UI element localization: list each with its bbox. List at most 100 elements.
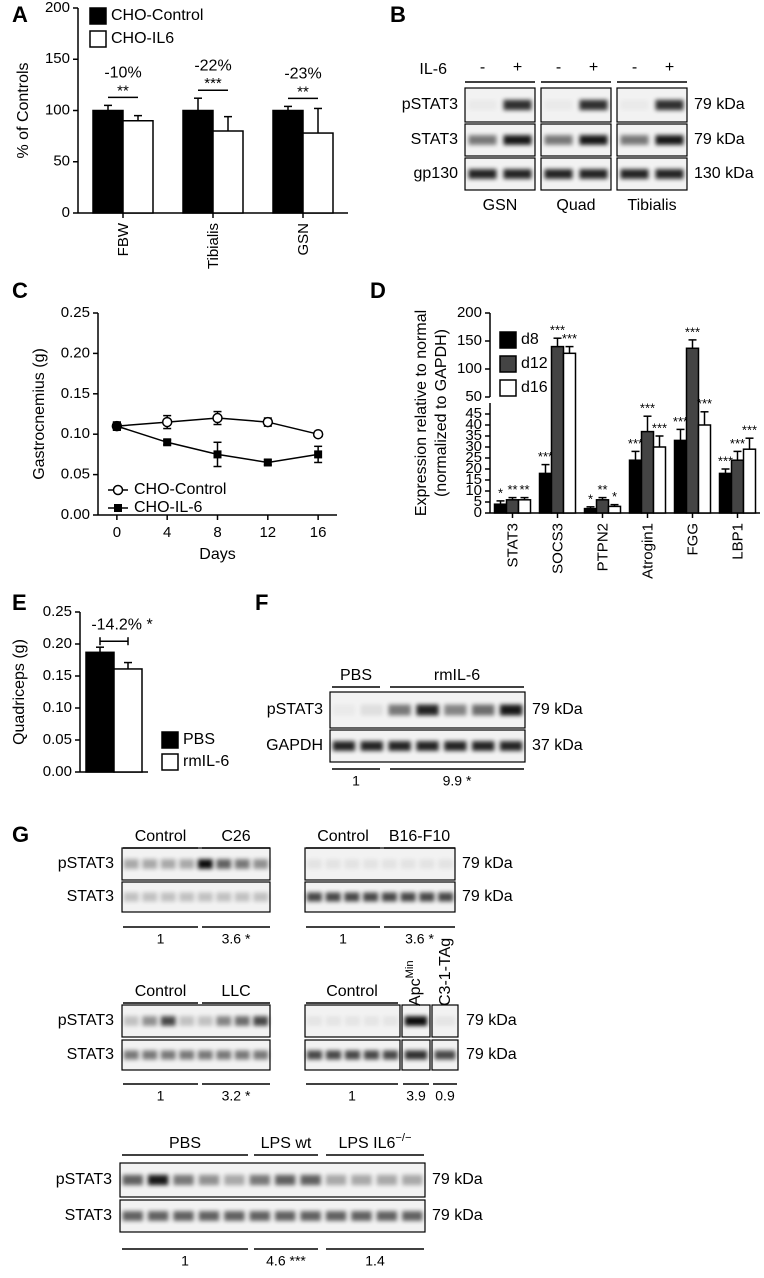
y-tick-label: 0.10 <box>43 699 72 716</box>
x-tick-label: 0 <box>113 524 121 541</box>
legend-label: CHO-IL6 <box>111 30 174 47</box>
panel-letter: A <box>12 2 28 27</box>
lane-label: - <box>632 59 637 76</box>
band <box>142 892 158 902</box>
band <box>503 169 532 179</box>
bar <box>85 651 115 773</box>
band <box>388 741 411 751</box>
bar <box>113 668 143 773</box>
significance: ** <box>597 482 607 497</box>
band <box>503 135 532 145</box>
y-tick-label: 50 <box>465 388 482 405</box>
bar <box>652 446 667 514</box>
y-tick-label: 150 <box>45 50 70 67</box>
quant-value: 3.2 * <box>222 1088 251 1104</box>
panel-letter: B <box>390 2 406 27</box>
legend-marker <box>114 504 122 512</box>
band <box>655 169 684 179</box>
significance: *** <box>562 331 577 346</box>
group-label: Control <box>135 828 187 845</box>
blot-frame <box>119 1162 426 1198</box>
y-tick-label: 35 <box>465 427 482 444</box>
y-tick-label: 0.25 <box>61 304 90 321</box>
band <box>275 1211 296 1221</box>
bar <box>562 352 577 514</box>
y-tick-label: 10 <box>465 482 482 499</box>
band <box>419 892 435 902</box>
annotation: -22% <box>194 57 231 74</box>
group-label: PBS <box>169 1135 201 1152</box>
bar <box>640 430 655 514</box>
y-tick-label: 0.15 <box>61 385 90 402</box>
band <box>300 1174 321 1186</box>
band <box>179 1050 195 1060</box>
size-label: 79 kDa <box>694 96 745 113</box>
row-label: STAT3 <box>411 131 459 148</box>
significance: *** <box>628 436 643 451</box>
group-label: C3-1-TAg <box>437 938 454 1006</box>
blot-frame <box>616 87 688 123</box>
y-tick-label: 0.00 <box>61 506 90 523</box>
group-label: B16-F10 <box>389 828 450 845</box>
band <box>275 1174 296 1186</box>
group-label: Control <box>317 828 369 845</box>
band <box>216 1050 232 1060</box>
bar <box>272 109 304 214</box>
legend-swatch <box>499 331 517 349</box>
legend-swatch <box>499 379 517 397</box>
band <box>147 1211 169 1221</box>
group-label: C26 <box>221 828 250 845</box>
quant-value: 0.9 <box>435 1088 455 1104</box>
band <box>381 892 397 902</box>
band <box>123 1050 139 1060</box>
band <box>472 704 495 716</box>
band <box>306 892 322 902</box>
band <box>234 1050 250 1060</box>
legend-marker <box>112 484 124 496</box>
significance: *** <box>640 401 655 416</box>
blot-frame <box>540 87 612 123</box>
band <box>249 1211 270 1221</box>
quant-value: 1 <box>352 773 360 789</box>
legend-swatch <box>89 30 107 48</box>
significance: *** <box>685 324 700 339</box>
significance: ** <box>297 83 309 100</box>
significance: *** <box>550 323 565 338</box>
band <box>402 1211 423 1221</box>
significance: *** <box>718 453 733 468</box>
band <box>197 1050 213 1060</box>
band <box>306 1016 323 1026</box>
x-tick-label: STAT3 <box>504 523 521 567</box>
bar <box>538 472 553 514</box>
lane-label: + <box>513 59 522 76</box>
label-sup: −/− <box>395 1132 411 1144</box>
band <box>351 1211 372 1221</box>
significance: *** <box>204 75 222 92</box>
bar <box>92 109 124 214</box>
band <box>468 169 497 179</box>
quant-value: 3.9 <box>406 1088 426 1104</box>
legend-label: PBS <box>183 731 215 748</box>
y-tick-label: 45 <box>465 405 482 422</box>
tissue-label: Tibialis <box>627 197 676 214</box>
size-label: 79 kDa <box>432 1171 483 1188</box>
row-label: pSTAT3 <box>402 96 458 113</box>
legend-swatch <box>161 753 179 771</box>
legend-swatch <box>89 7 107 25</box>
band <box>198 1211 220 1221</box>
row-label: gp130 <box>414 165 459 182</box>
lane-label: - <box>480 59 485 76</box>
legend-label: CHO-Control <box>111 7 203 24</box>
size-label: 130 kDa <box>694 165 754 182</box>
y-tick-label: 30 <box>465 438 482 455</box>
x-tick-label: 8 <box>213 524 221 541</box>
band <box>179 892 195 902</box>
significance: *** <box>652 420 667 435</box>
quant-value: 1 <box>339 931 347 947</box>
lane-label: + <box>665 59 674 76</box>
band <box>376 1211 398 1221</box>
significance: *** <box>742 423 757 438</box>
quant-value: 1.4 <box>365 1253 385 1269</box>
band <box>382 1050 399 1060</box>
band <box>344 892 360 902</box>
